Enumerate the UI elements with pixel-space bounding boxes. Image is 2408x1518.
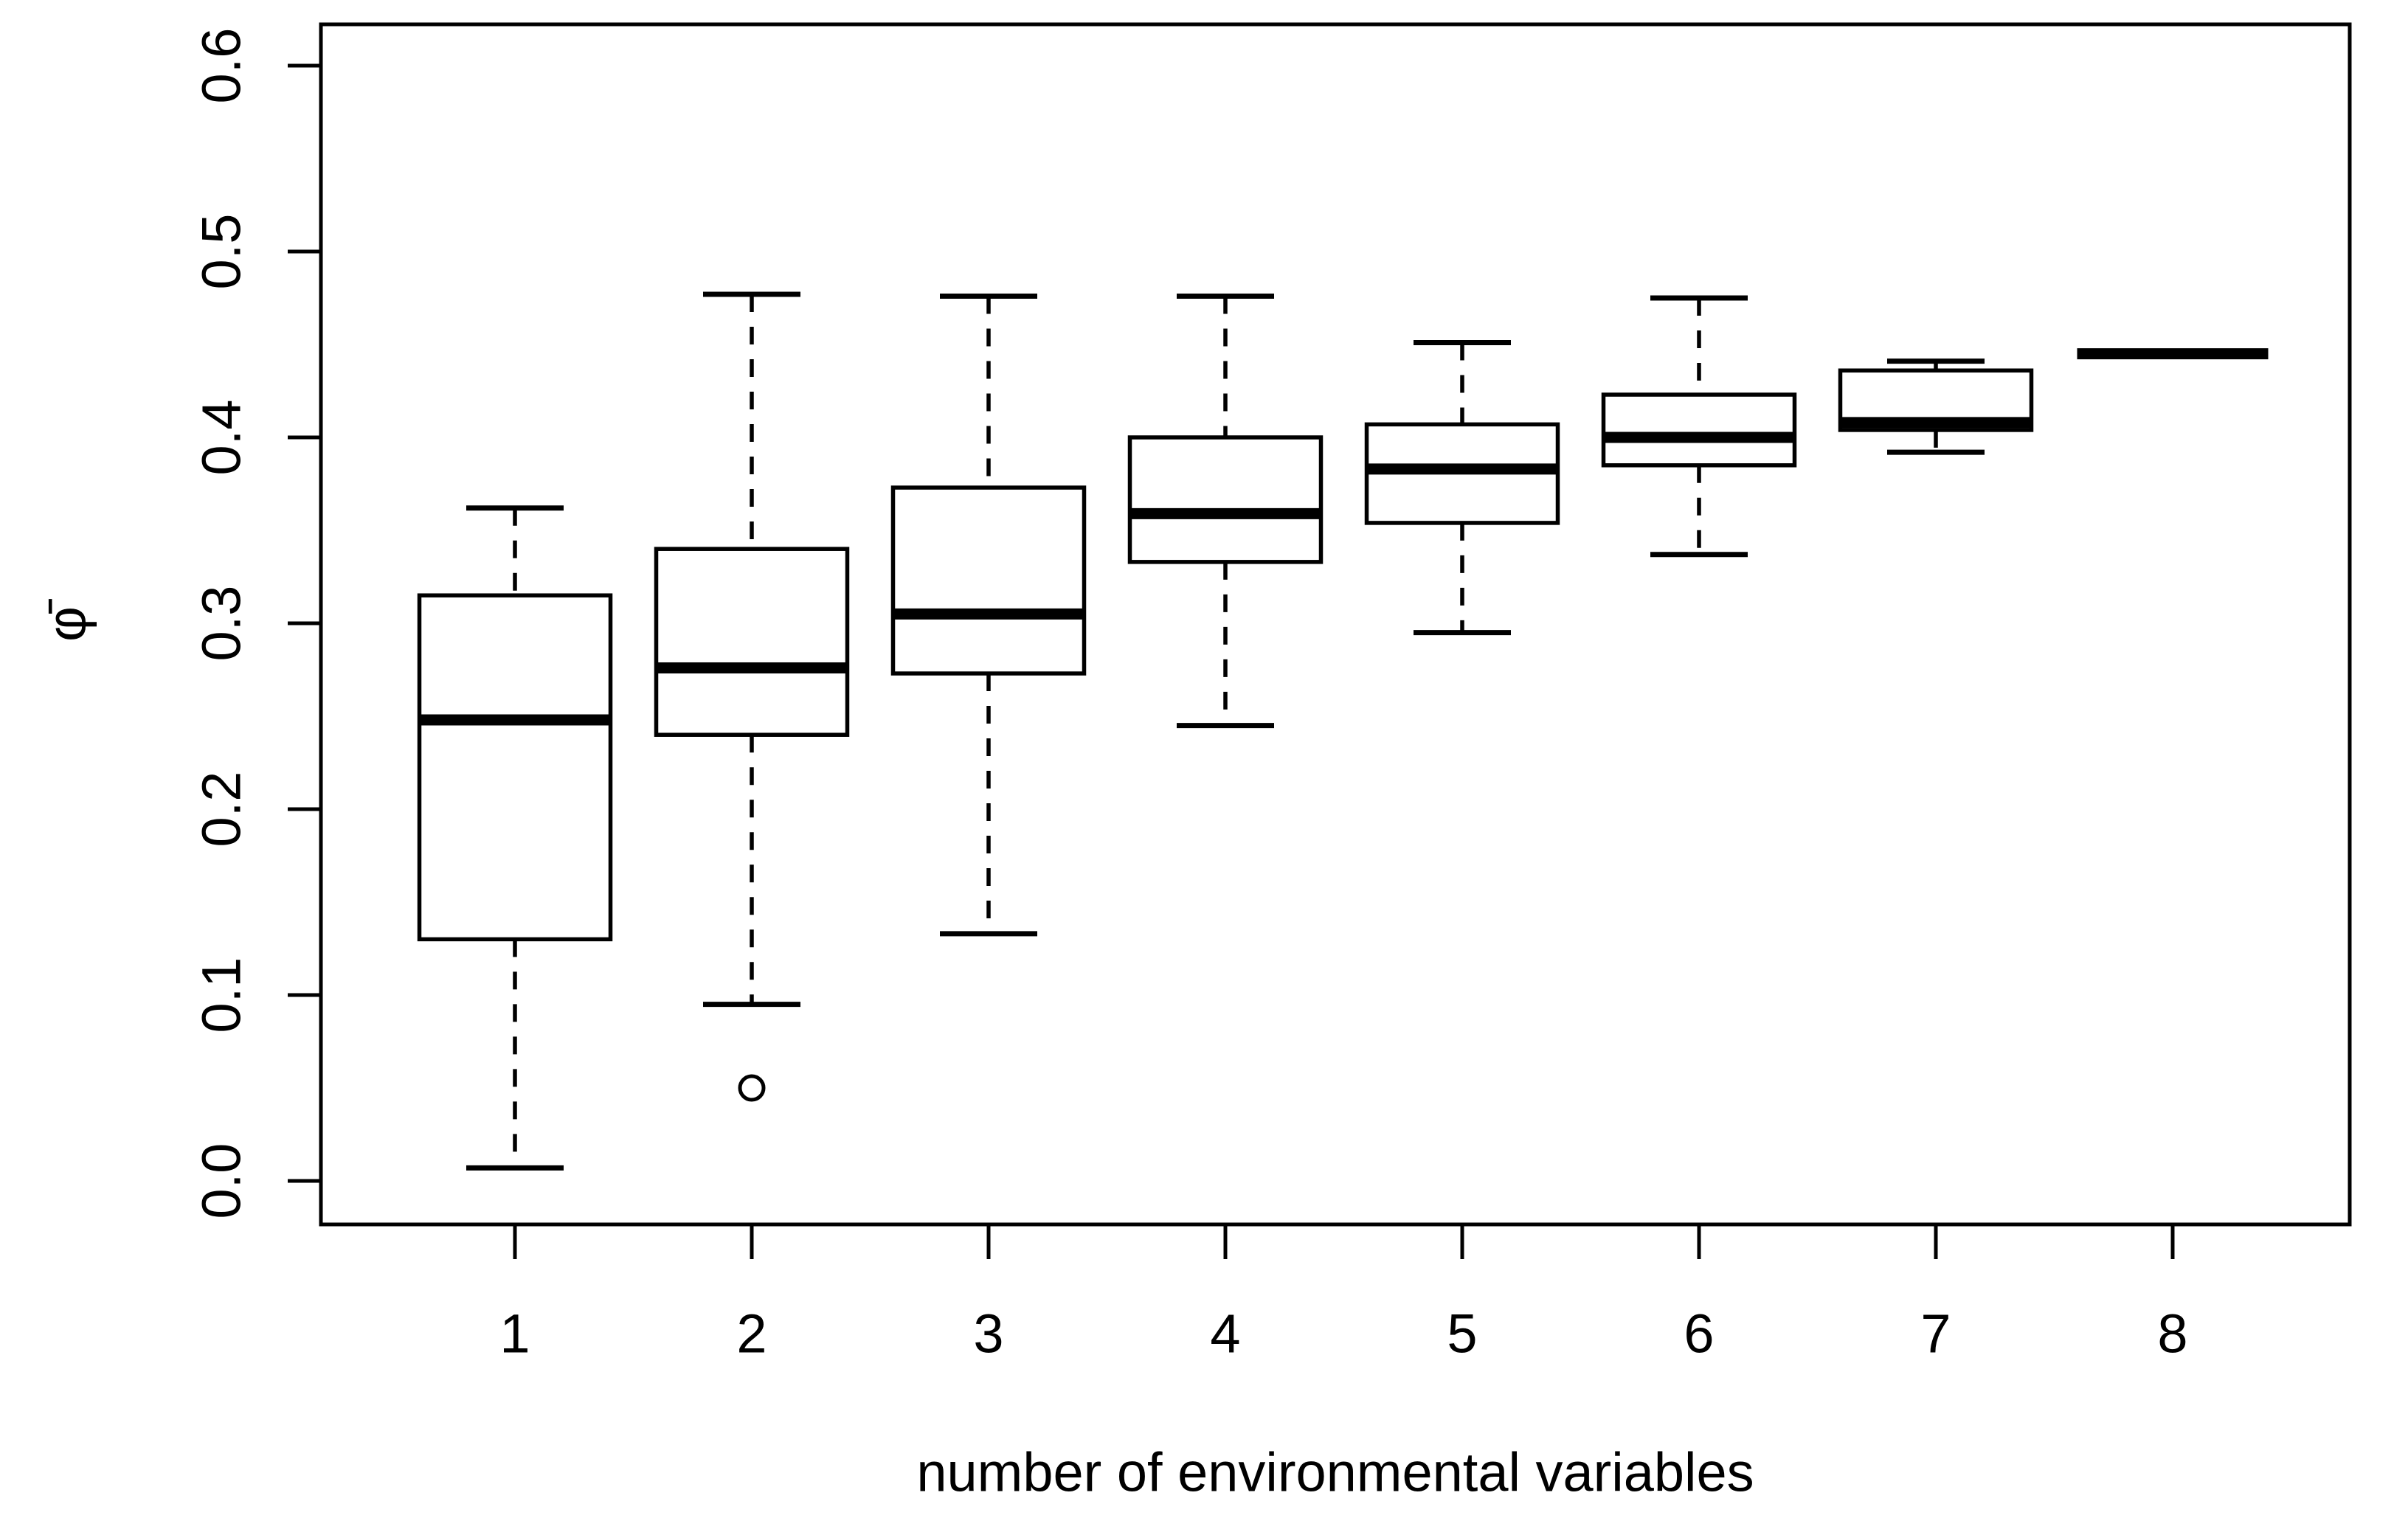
iqr-box xyxy=(417,593,613,942)
box-group-5 xyxy=(1364,339,1560,636)
boxes-layer xyxy=(417,291,2269,1171)
x-axis-tick-label: 5 xyxy=(1447,1303,1477,1365)
outlier-point xyxy=(738,1074,766,1102)
y-axis-title: φ̄ xyxy=(36,599,97,642)
y-axis-tick-label: 0.1 xyxy=(191,957,252,1033)
y-axis-tick-label: 0.3 xyxy=(191,586,252,662)
iqr-box xyxy=(1127,435,1324,564)
x-axis-tick-label: 2 xyxy=(736,1303,767,1365)
box-group-1 xyxy=(417,505,613,1171)
box-group-4 xyxy=(1127,293,1324,729)
y-axis-tick-label: 0.2 xyxy=(191,772,252,848)
x-axis-tick-label: 1 xyxy=(499,1303,530,1365)
x-axis-tick-label: 7 xyxy=(1920,1303,1951,1365)
box-group-6 xyxy=(1601,295,1797,558)
axes-layer: 0.0 0.1 0.2 0.3 0.4 0.5 0.6 1 2 3 4 5 6 7 8 xyxy=(191,22,2352,1365)
x-axis-tick-label: 8 xyxy=(2157,1303,2187,1365)
iqr-box xyxy=(1601,392,1797,468)
y-axis-tick-label: 0.5 xyxy=(191,214,252,290)
y-axis-tick-label: 0.4 xyxy=(191,400,252,476)
x-axis-title: number of environmental variables xyxy=(916,1442,1754,1503)
x-axis-tick-label: 3 xyxy=(973,1303,1003,1365)
y-axis-tick-label: 0.0 xyxy=(191,1143,252,1219)
box-group-3 xyxy=(890,293,1087,937)
iqr-box xyxy=(654,547,850,737)
box-group-2 xyxy=(654,291,850,1102)
plot-border xyxy=(319,22,2352,1227)
y-axis-tick-label: 0.6 xyxy=(191,28,252,104)
x-axis-tick-label: 4 xyxy=(1210,1303,1240,1365)
iqr-box xyxy=(890,485,1087,676)
x-axis-tick-label: 6 xyxy=(1684,1303,1714,1365)
box-group-7 xyxy=(1838,358,2034,455)
